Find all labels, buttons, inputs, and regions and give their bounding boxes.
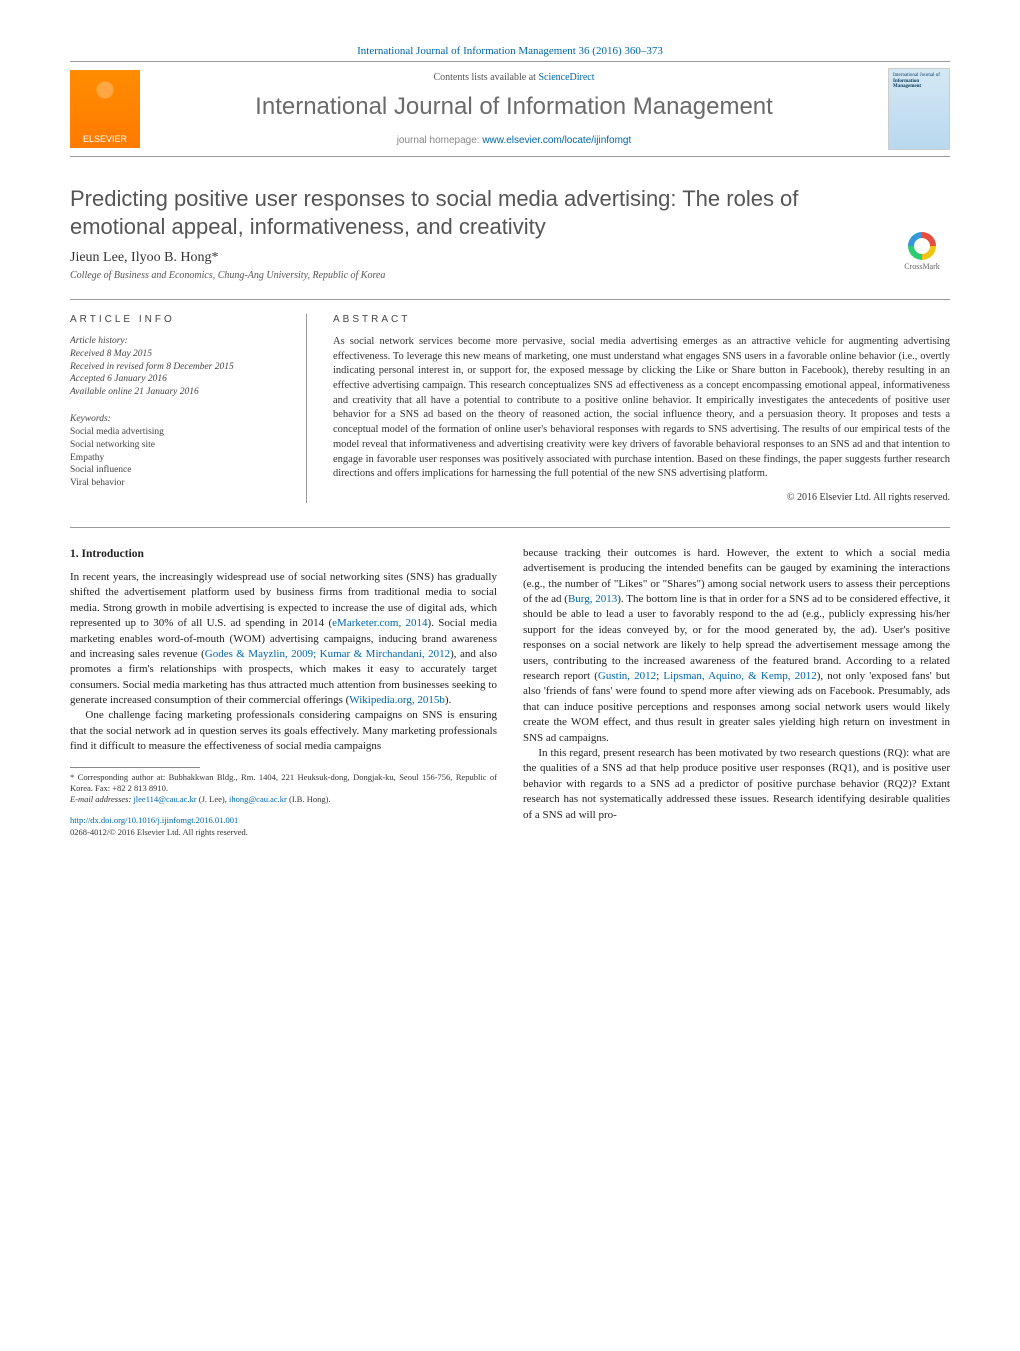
email-name: (I.B. Hong).	[287, 794, 331, 804]
article-body: 1. Introduction In recent years, the inc…	[70, 546, 950, 839]
abstract-copyright: © 2016 Elsevier Ltd. All rights reserved…	[333, 492, 950, 503]
footnotes: * Corresponding author at: Bubhakkwan Bl…	[70, 772, 497, 805]
crossmark-label: CrossMark	[904, 262, 940, 271]
history-online: Available online 21 January 2016	[70, 387, 199, 397]
citation-link[interactable]: Burg, 2013	[568, 593, 617, 605]
homepage-prefix: journal homepage:	[397, 135, 483, 146]
author-email-link[interactable]: jlee114@cau.ac.kr	[133, 794, 196, 804]
doi-link[interactable]: http://dx.doi.org/10.1016/j.ijinfomgt.20…	[70, 815, 238, 825]
journal-citation-header: International Journal of Information Man…	[70, 45, 950, 57]
body-paragraph: In this regard, present research has bee…	[523, 746, 950, 823]
abstract-text: As social network services become more p…	[333, 335, 950, 482]
article-info-label: ARTICLE INFO	[70, 314, 280, 325]
contents-available-line: Contents lists available at ScienceDirec…	[140, 72, 888, 83]
section-divider	[70, 527, 950, 528]
article-info-column: ARTICLE INFO Article history: Received 8…	[70, 314, 280, 503]
body-text: ). The bottom line is that in order for …	[523, 593, 950, 682]
keyword-item: Social networking site	[70, 440, 155, 450]
journal-title: International Journal of Information Man…	[140, 93, 888, 121]
article-history: Article history: Received 8 May 2015 Rec…	[70, 335, 280, 399]
article-affiliation: College of Business and Economics, Chung…	[70, 270, 950, 281]
info-abstract-row: ARTICLE INFO Article history: Received 8…	[70, 299, 950, 503]
keyword-item: Empathy	[70, 453, 104, 463]
keywords-label: Keywords:	[70, 413, 280, 426]
footer-copyright: 0268-4012/© 2016 Elsevier Ltd. All right…	[70, 827, 497, 839]
citation-link[interactable]: Gustin, 2012	[598, 670, 656, 682]
elsevier-logo: ELSEVIER	[70, 70, 140, 148]
email-label: E-mail addresses:	[70, 794, 133, 804]
corresponding-author-footnote: * Corresponding author at: Bubhakkwan Bl…	[70, 772, 497, 794]
crossmark-icon	[908, 232, 936, 260]
history-accepted: Accepted 6 January 2016	[70, 374, 167, 384]
history-label: Article history:	[70, 335, 280, 348]
journal-homepage-link[interactable]: www.elsevier.com/locate/ijinfomgt	[482, 135, 631, 146]
history-received: Received 8 May 2015	[70, 349, 152, 359]
cover-text-top: International Journal of	[893, 73, 945, 79]
abstract-label: ABSTRACT	[333, 314, 950, 325]
journal-citation-link[interactable]: International Journal of Information Man…	[357, 45, 663, 57]
contents-prefix: Contents lists available at	[433, 72, 538, 83]
elsevier-tree-icon	[85, 78, 125, 118]
section-heading-intro: 1. Introduction	[70, 546, 497, 562]
body-paragraph: One challenge facing marketing professio…	[70, 708, 497, 754]
sciencedirect-link[interactable]: ScienceDirect	[538, 72, 594, 83]
doi-line: http://dx.doi.org/10.1016/j.ijinfomgt.20…	[70, 815, 497, 827]
body-paragraph: In recent years, the increasingly widesp…	[70, 570, 497, 709]
abstract-column: ABSTRACT As social network services beco…	[306, 314, 950, 503]
history-revised: Received in revised form 8 December 2015	[70, 362, 234, 372]
journal-homepage-line: journal homepage: www.elsevier.com/locat…	[140, 135, 888, 146]
citation-link[interactable]: Godes & Mayzlin, 2009; Kumar & Mirchanda…	[205, 648, 450, 660]
body-paragraph: because tracking their outcomes is hard.…	[523, 546, 950, 746]
keywords-block: Keywords: Social media advertising Socia…	[70, 413, 280, 490]
keyword-item: Social media advertising	[70, 427, 164, 437]
keyword-item: Social influence	[70, 465, 131, 475]
body-text: ).	[445, 694, 451, 706]
journal-cover-thumbnail: International Journal of Information Man…	[888, 68, 950, 150]
article-title: Predicting positive user responses to so…	[70, 185, 950, 240]
footnote-separator	[70, 767, 200, 768]
keyword-item: Viral behavior	[70, 478, 125, 488]
masthead-center: Contents lists available at ScienceDirec…	[140, 72, 888, 146]
cover-text-main: Information Management	[893, 79, 945, 90]
elsevier-logo-label: ELSEVIER	[83, 134, 127, 144]
crossmark-badge[interactable]: CrossMark	[894, 232, 950, 271]
email-footnote: E-mail addresses: jlee114@cau.ac.kr (J. …	[70, 794, 497, 805]
citation-link[interactable]: eMarketer.com, 2014	[332, 617, 427, 629]
author-email-link[interactable]: ihong@cau.ac.kr	[229, 794, 287, 804]
article-authors: Jieun Lee, Ilyoo B. Hong*	[70, 250, 950, 266]
citation-link[interactable]: Wikipedia.org, 2015b	[349, 694, 445, 706]
citation-link[interactable]: Lipsman, Aquino, & Kemp, 2012	[663, 670, 816, 682]
journal-masthead: ELSEVIER Contents lists available at Sci…	[70, 61, 950, 157]
email-name: (J. Lee),	[197, 794, 229, 804]
